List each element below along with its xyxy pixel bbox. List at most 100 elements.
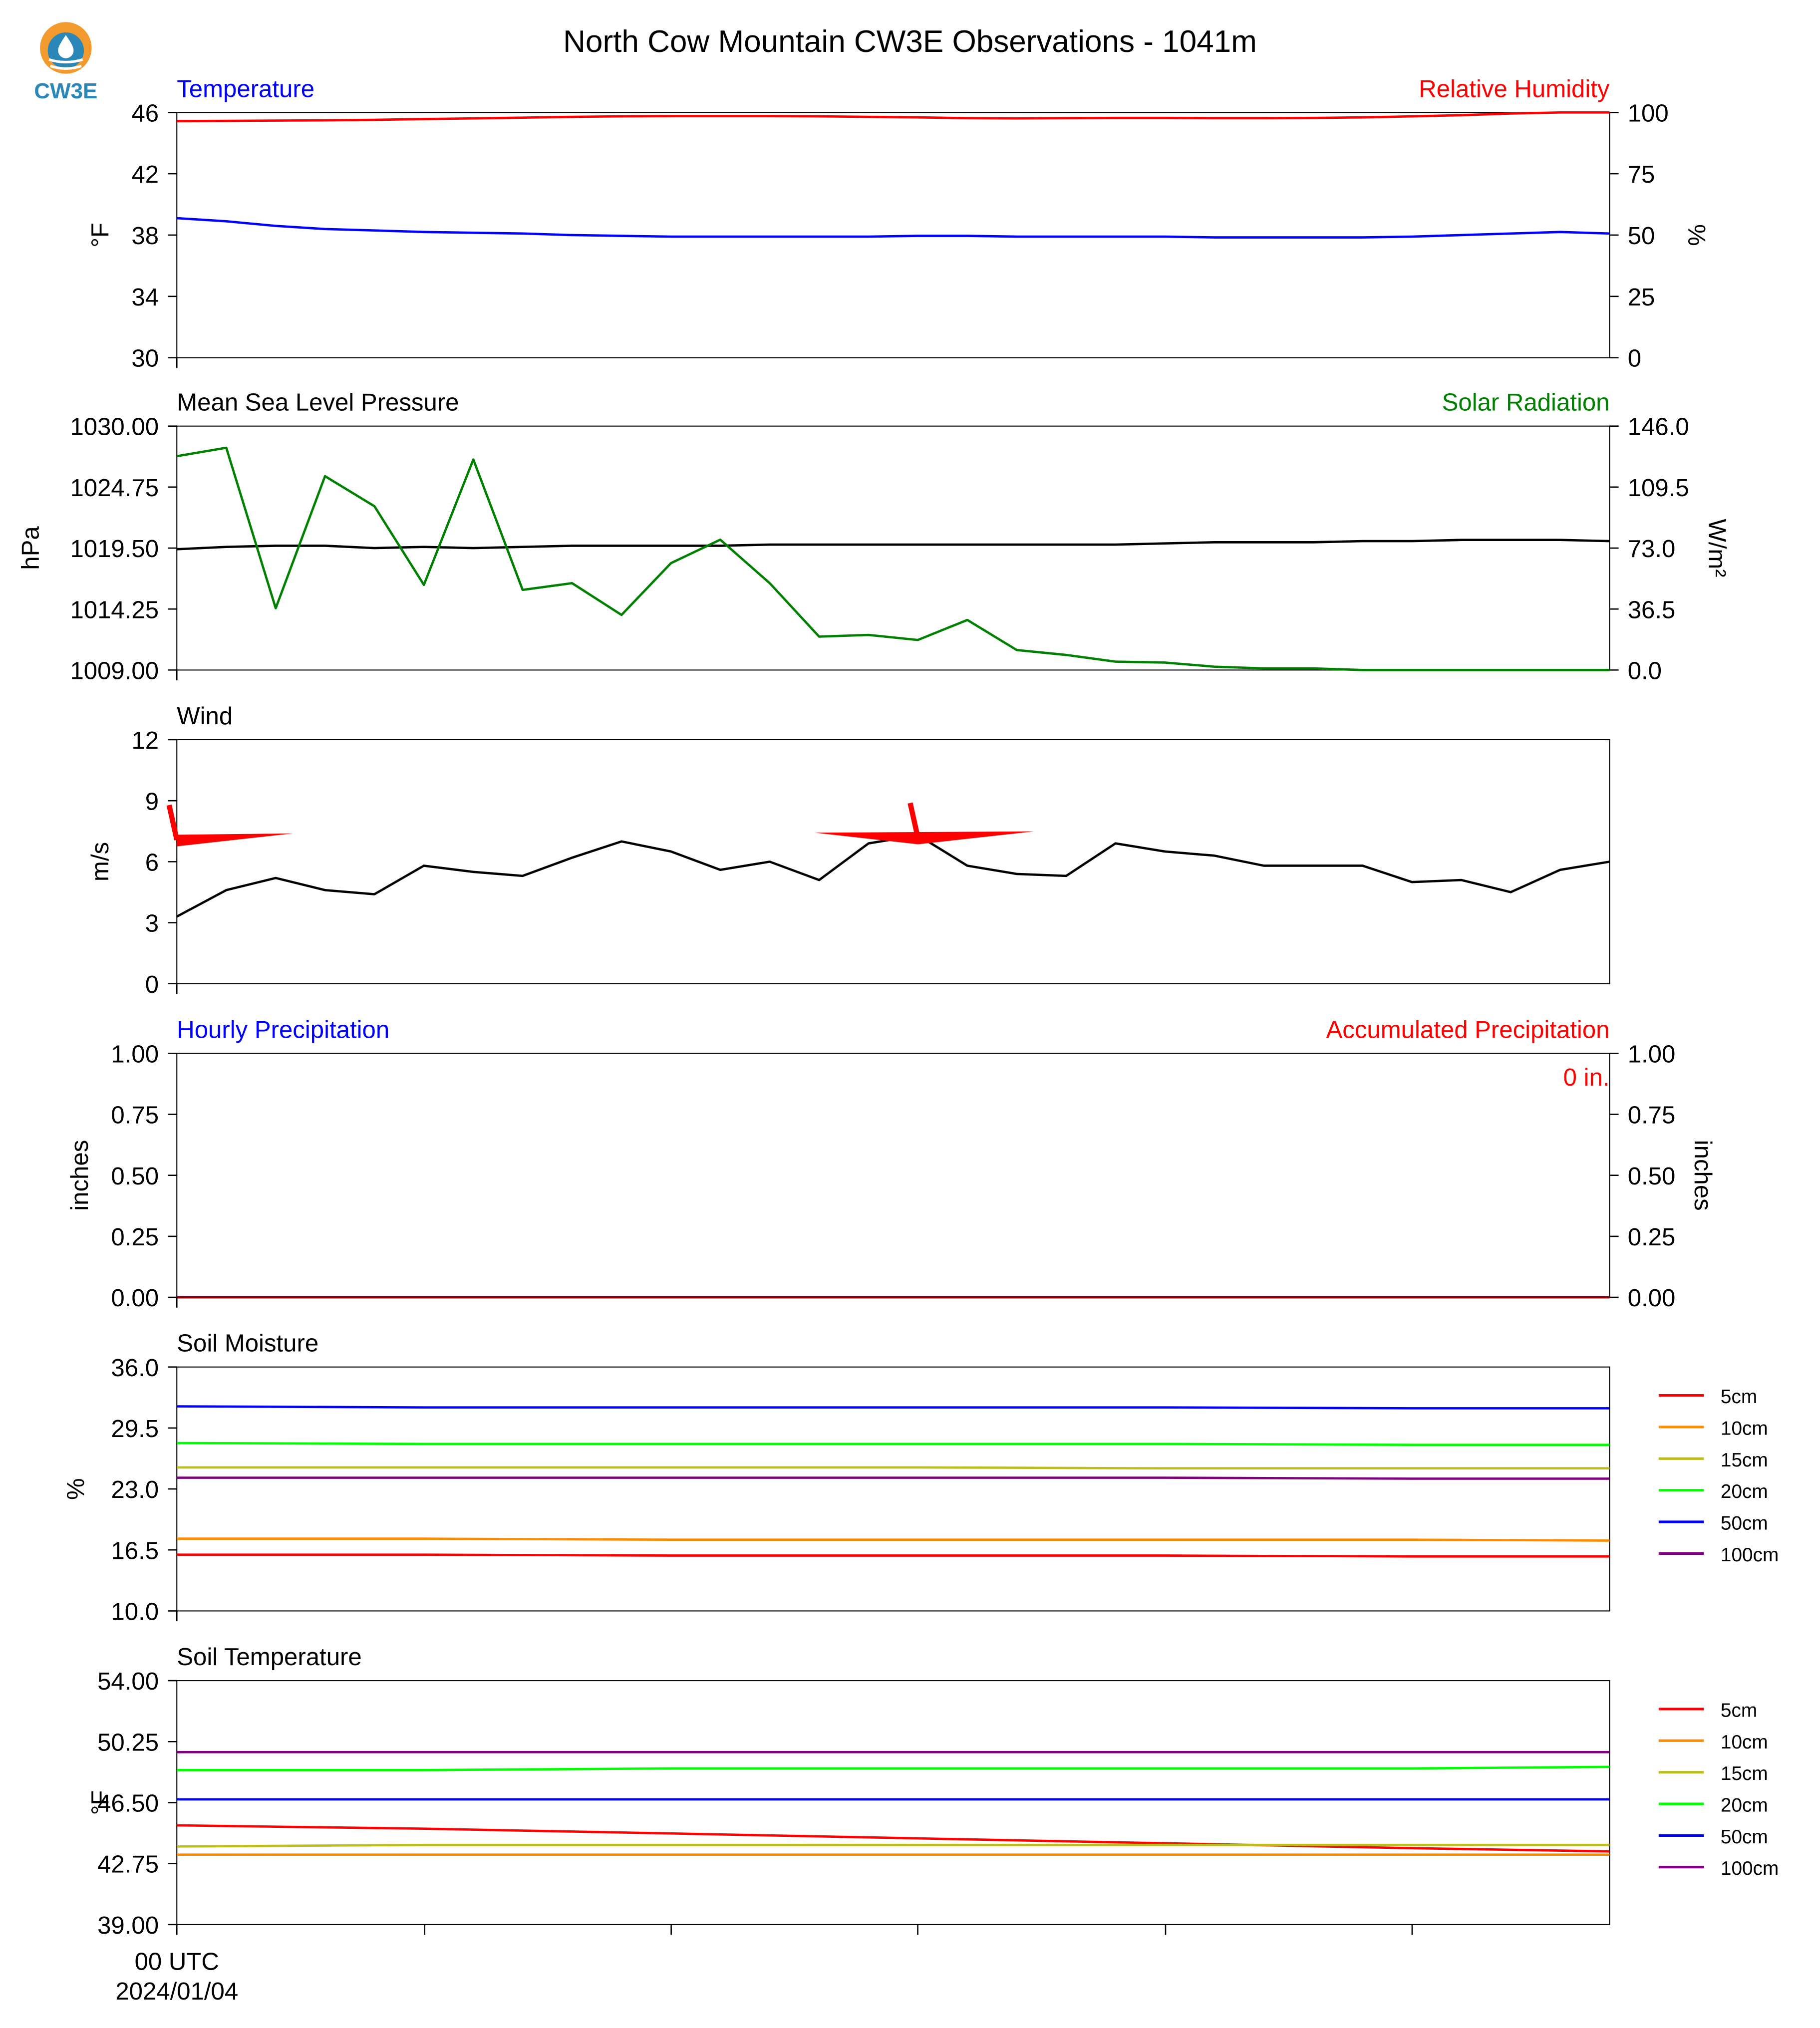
y-axis-label: % bbox=[62, 1478, 89, 1500]
panel-left-title: Temperature bbox=[177, 75, 314, 102]
legend-label: 20cm bbox=[1721, 1481, 1768, 1502]
legend-label: 20cm bbox=[1721, 1795, 1768, 1816]
y-tick-label: 42.75 bbox=[97, 1851, 159, 1878]
y-axis-label: °F bbox=[87, 223, 114, 248]
y2-tick-label: 0.75 bbox=[1628, 1102, 1676, 1129]
figure-title: North Cow Mountain CW3E Observations - 1… bbox=[563, 24, 1257, 59]
y-tick-label: 46 bbox=[131, 100, 159, 127]
y2-tick-label: 0.50 bbox=[1628, 1163, 1676, 1190]
y2-tick-label: 146.0 bbox=[1628, 414, 1689, 441]
y2-tick-label: 0 bbox=[1628, 345, 1641, 372]
legend-label: 100cm bbox=[1721, 1544, 1779, 1566]
y-tick-label: 50.25 bbox=[97, 1729, 159, 1756]
legend-label: 10cm bbox=[1721, 1418, 1768, 1439]
logo-text: CW3E bbox=[34, 79, 97, 103]
y2-tick-label: 0.25 bbox=[1628, 1224, 1676, 1251]
y-tick-label: 12 bbox=[131, 727, 159, 754]
series-line-15cm bbox=[177, 1466, 1610, 1470]
wind-barb-staff bbox=[166, 804, 180, 841]
x-start-time-label: 00 UTC bbox=[135, 1948, 219, 1975]
legend-label: 100cm bbox=[1721, 1858, 1779, 1879]
y-tick-label: 0.00 bbox=[111, 1285, 159, 1312]
panel-left-title: Hourly Precipitation bbox=[177, 1016, 389, 1043]
y2-tick-label: 0.00 bbox=[1628, 1285, 1676, 1312]
chart-panel-3: Wind 12 9 6 3 0 m/s bbox=[87, 703, 1610, 998]
y2-axis-label: % bbox=[1683, 224, 1710, 246]
panel-left-title: Soil Temperature bbox=[177, 1644, 361, 1671]
y-tick-label: 29.5 bbox=[111, 1416, 159, 1443]
y-tick-label: 1009.00 bbox=[70, 657, 159, 684]
legend-label: 15cm bbox=[1721, 1449, 1768, 1471]
y-tick-label: 1024.75 bbox=[70, 475, 159, 502]
series-line-15cm bbox=[177, 1843, 1610, 1848]
y-tick-label: 1.00 bbox=[111, 1041, 159, 1068]
y-tick-label: 9 bbox=[145, 788, 159, 815]
chart-panel-5: Soil Moisture 36.0 29.5 23.0 16.5 10.0% 5cm 10c… bbox=[62, 1330, 1779, 1626]
y2-tick-label: 50 bbox=[1628, 223, 1655, 250]
y2-axis-label: inches bbox=[1689, 1140, 1716, 1211]
series-line-relative-humidity bbox=[177, 111, 1610, 122]
series-line-50cm bbox=[177, 1405, 1610, 1410]
chart-panel-1: Temperature Relative Humidity 46 42 38 34 30 10… bbox=[87, 75, 1710, 372]
legend: 5cm 10cm 15cm 20cm 50cm 100cm bbox=[1658, 1700, 1779, 1879]
y2-tick-label: 73.0 bbox=[1628, 536, 1676, 563]
y2-tick-label: 75 bbox=[1628, 161, 1655, 188]
y-axis-label: °F bbox=[87, 1790, 114, 1815]
y-tick-label: 1019.50 bbox=[70, 536, 159, 563]
series-line-temperature bbox=[177, 217, 1610, 239]
y2-tick-label: 100 bbox=[1628, 100, 1669, 127]
accumulated-total-label: 0 in. bbox=[1563, 1064, 1610, 1091]
y-tick-label: 1014.25 bbox=[70, 596, 159, 623]
y2-axis-label: W/m² bbox=[1704, 519, 1731, 577]
legend-label: 5cm bbox=[1721, 1386, 1757, 1408]
panels: Temperature Relative Humidity464238343010… bbox=[17, 75, 1779, 1939]
y-tick-label: 1030.00 bbox=[70, 414, 159, 441]
y-tick-label: 34 bbox=[131, 284, 159, 311]
wind-barb-flag bbox=[815, 831, 1034, 845]
panel-left-title: Wind bbox=[177, 703, 233, 730]
legend-label: 10cm bbox=[1721, 1732, 1768, 1753]
x-start-date-label: 2024/01/04 bbox=[115, 1978, 238, 2005]
series-line-mean-sea-level-pressure bbox=[177, 539, 1610, 551]
y2-tick-label: 109.5 bbox=[1628, 475, 1689, 502]
y-tick-label: 16.5 bbox=[111, 1537, 159, 1564]
y-tick-label: 54.00 bbox=[97, 1668, 159, 1695]
chart-panel-4: Hourly Precipitation Accumulated Precipit… bbox=[66, 1016, 1716, 1312]
y2-tick-label: 36.5 bbox=[1628, 596, 1676, 623]
wind-barb bbox=[815, 802, 1034, 845]
cw3e-logo: CW3E bbox=[34, 22, 97, 103]
y-axis-label: inches bbox=[66, 1140, 93, 1211]
y-tick-label: 23.0 bbox=[111, 1476, 159, 1503]
y-tick-label: 36.0 bbox=[111, 1355, 159, 1382]
y-tick-label: 46.50 bbox=[97, 1790, 159, 1817]
legend-label: 50cm bbox=[1721, 1513, 1768, 1534]
y-tick-label: 6 bbox=[145, 849, 159, 876]
legend: 5cm 10cm 15cm 20cm 50cm 100cm bbox=[1658, 1386, 1779, 1566]
legend-label: 15cm bbox=[1721, 1763, 1768, 1784]
series-line-10cm bbox=[177, 1537, 1610, 1542]
y2-tick-label: 1.00 bbox=[1628, 1041, 1676, 1068]
y2-tick-label: 0.0 bbox=[1628, 657, 1662, 684]
y-tick-label: 39.00 bbox=[97, 1912, 159, 1939]
series-line-20cm bbox=[177, 1765, 1610, 1771]
wind-barb-staff bbox=[908, 802, 920, 839]
panel-left-title: Mean Sea Level Pressure bbox=[177, 389, 459, 416]
legend-label: 5cm bbox=[1721, 1700, 1757, 1721]
y-tick-label: 0.25 bbox=[111, 1224, 159, 1251]
y-tick-label: 30 bbox=[131, 345, 159, 372]
panel-right-title: Solar Radiation bbox=[1442, 389, 1610, 416]
y-tick-label: 0 bbox=[145, 971, 159, 998]
y-tick-label: 0.50 bbox=[111, 1163, 159, 1190]
y-tick-label: 42 bbox=[131, 161, 159, 188]
y-axis-label: hPa bbox=[17, 526, 44, 570]
series-line-solar-radiation bbox=[176, 446, 1610, 671]
series-line-20cm bbox=[177, 1442, 1610, 1446]
y-axis-label: m/s bbox=[87, 842, 114, 881]
chart-panel-6: Soil Temperature 54.00 50.25 46.50 42.75 39.0… bbox=[87, 1644, 1779, 1939]
series-line-5cm bbox=[177, 1824, 1610, 1853]
chart-panel-2: Mean Sea Level Pressure Solar Radiation 10… bbox=[17, 389, 1731, 685]
series-line-100cm bbox=[177, 1476, 1610, 1480]
y-tick-label: 10.0 bbox=[111, 1599, 159, 1626]
droplet-icon bbox=[58, 35, 74, 58]
